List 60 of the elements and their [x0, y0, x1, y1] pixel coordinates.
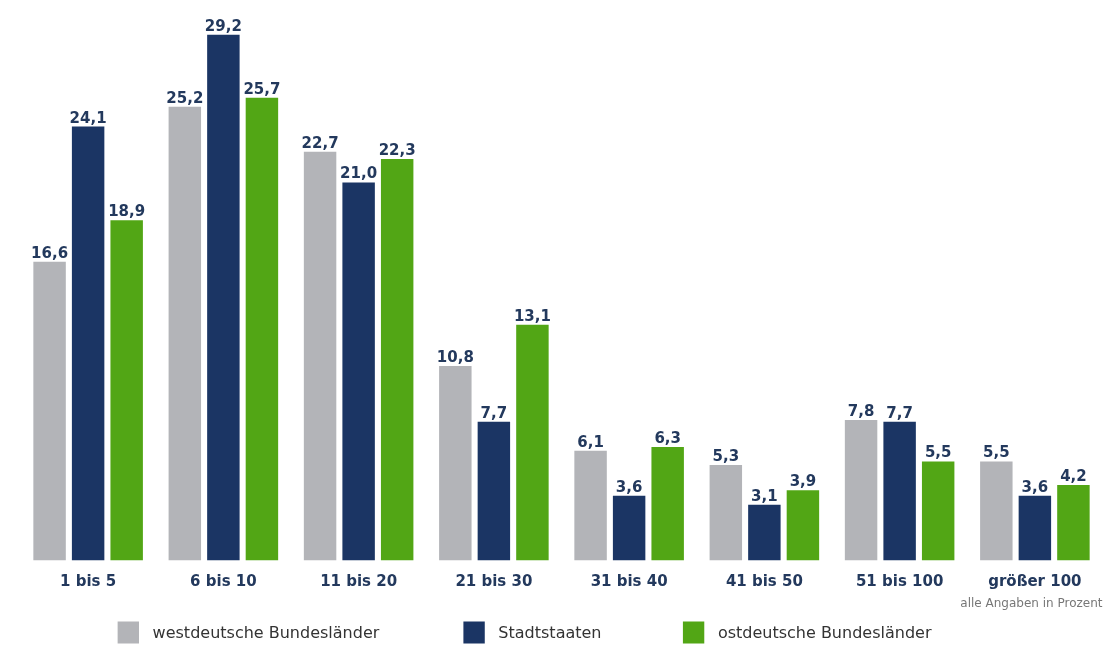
bar [439, 366, 472, 561]
data-label: 5,5 [983, 443, 1010, 462]
bar [786, 490, 820, 561]
bar [709, 465, 743, 561]
data-label: 3,1 [751, 486, 778, 505]
data-label: 6,1 [577, 432, 604, 451]
bar [71, 126, 105, 561]
data-label: 22,3 [378, 141, 416, 160]
bar [245, 97, 279, 561]
data-label: 5,5 [924, 443, 952, 462]
bar [1057, 484, 1090, 561]
x-tick-label: größer 100 [988, 571, 1082, 590]
bar [612, 495, 646, 561]
bar [303, 151, 337, 561]
x-tick-label: 31 bis 40 [590, 571, 668, 590]
bar [748, 504, 781, 561]
data-label: 24,1 [69, 108, 107, 127]
data-label: 29,2 [204, 16, 242, 35]
x-tick-label: 11 bis 20 [320, 571, 398, 590]
bar [651, 447, 684, 561]
bar [921, 461, 955, 561]
bar [477, 421, 511, 561]
data-label: 3,6 [615, 477, 643, 496]
bar [1018, 495, 1052, 561]
data-label: 25,7 [243, 79, 281, 98]
data-label: 7,7 [886, 403, 913, 422]
x-tick-label: 1 bis 5 [60, 571, 117, 590]
data-label: 10,8 [436, 348, 474, 367]
text: alle Angaben in Prozent [960, 595, 1103, 610]
x-tick-label: 21 bis 30 [455, 571, 533, 590]
data-label: 22,7 [301, 133, 339, 152]
data-label: 25,2 [166, 88, 204, 107]
bar [980, 461, 1013, 561]
bar [380, 159, 414, 561]
bar [33, 261, 66, 561]
x-tick-label: 41 bis 50 [725, 571, 803, 590]
legend-label: ostdeutsche Bundesländer [717, 623, 932, 642]
data-label: 3,6 [1021, 477, 1049, 496]
data-label: 4,2 [1060, 466, 1087, 485]
bar [110, 220, 143, 561]
bar [574, 450, 607, 561]
legend-label: westdeutsche Bundesländer [152, 623, 380, 642]
data-label: 21,0 [340, 164, 378, 183]
data-label: 7,7 [480, 403, 508, 422]
bar [844, 420, 878, 561]
data-label: 7,8 [847, 402, 875, 421]
x-tick-label: 51 bis 100 [855, 571, 944, 590]
legend-label: Stadtstaaten [498, 623, 602, 642]
data-label: 16,6 [31, 243, 69, 262]
data-label: 5,3 [712, 447, 740, 466]
bar [342, 182, 375, 561]
data-label: 3,9 [789, 472, 817, 491]
data-label: 6,3 [654, 429, 681, 448]
x-tick-label: 6 bis 10 [190, 571, 257, 590]
bar [207, 34, 240, 561]
data-label: 18,9 [108, 202, 146, 221]
data-label: 13,1 [513, 306, 551, 325]
bar [516, 324, 549, 561]
bar [883, 421, 916, 561]
bar [168, 106, 202, 561]
